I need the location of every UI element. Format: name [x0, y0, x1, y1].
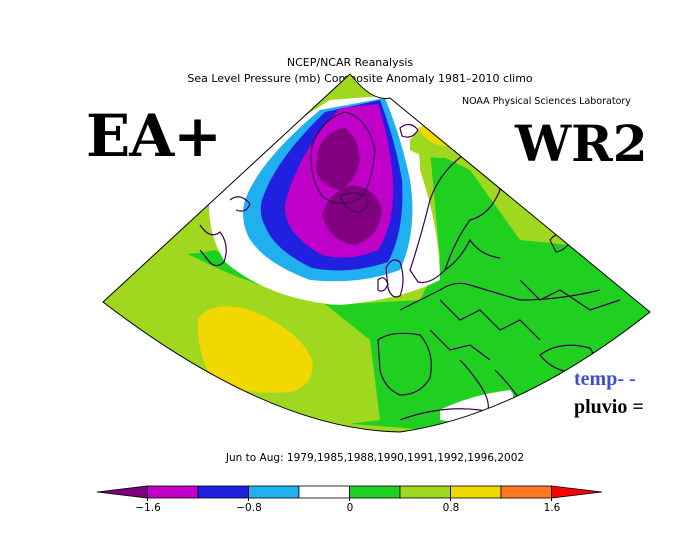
colorbar-segment	[450, 485, 502, 499]
colorbar-tick-label: 0	[346, 502, 354, 514]
colorbar-tick-label: −1.6	[135, 502, 161, 514]
pattern-label-right: WR2	[515, 114, 648, 173]
map-title: NCEP/NCAR Reanalysis	[286, 56, 414, 69]
map-subtitle: Sea Level Pressure (mb) Composite Anomal…	[187, 72, 533, 85]
colorbar-segment	[551, 485, 603, 499]
credit-label: NOAA Physical Sciences Laboratory	[462, 96, 631, 107]
colorbar-segment	[399, 485, 451, 499]
temp-label: temp- -	[574, 368, 636, 390]
colorbar-segment	[298, 485, 350, 499]
region-purple-iceland	[322, 185, 382, 245]
colorbar-segment	[248, 485, 300, 499]
colorbar-tick-label: −0.8	[236, 502, 262, 514]
region-purple-greenland	[316, 128, 360, 190]
region-green	[103, 150, 650, 430]
colorbar-segment	[197, 485, 249, 499]
colorbar-tick-label: 1.6	[543, 502, 561, 514]
colorbar-segment	[96, 485, 148, 499]
region-yellow-high	[197, 306, 313, 393]
colorbar-segment	[500, 485, 552, 499]
colorbar-segment	[349, 485, 401, 499]
pluvio-label: pluvio =	[574, 396, 644, 418]
colorbar-tick-label: 0.8	[442, 502, 460, 514]
composite-dates: Jun to Aug: 1979,1985,1988,1990,1991,199…	[225, 452, 525, 464]
map-frame	[102, 73, 651, 433]
colorbar-segment	[147, 485, 199, 499]
pattern-label-left: EA+	[86, 102, 222, 170]
